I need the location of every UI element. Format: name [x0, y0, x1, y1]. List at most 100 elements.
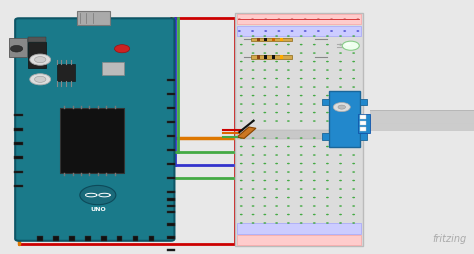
Circle shape [252, 86, 255, 88]
Circle shape [252, 188, 255, 190]
Text: fritzing: fritzing [433, 234, 467, 244]
Bar [257, 38, 260, 41]
Bar [237, 14, 361, 24]
Circle shape [240, 44, 243, 45]
Circle shape [326, 137, 329, 139]
Circle shape [352, 95, 355, 96]
Circle shape [240, 171, 243, 173]
Circle shape [326, 69, 329, 71]
Circle shape [264, 86, 266, 88]
Circle shape [35, 76, 46, 82]
Circle shape [352, 205, 355, 207]
Circle shape [264, 61, 266, 62]
Circle shape [339, 103, 342, 105]
Bar [264, 56, 267, 59]
Circle shape [304, 30, 307, 32]
Circle shape [326, 52, 329, 54]
Circle shape [313, 44, 316, 45]
Circle shape [252, 78, 255, 79]
Polygon shape [237, 127, 256, 138]
Circle shape [352, 112, 355, 113]
Circle shape [240, 137, 243, 139]
Circle shape [287, 222, 290, 224]
Circle shape [287, 52, 290, 54]
Circle shape [287, 137, 290, 139]
Circle shape [313, 78, 316, 79]
Bar [237, 130, 361, 139]
Circle shape [339, 146, 342, 147]
Circle shape [275, 112, 278, 113]
Circle shape [275, 35, 278, 37]
Circle shape [304, 19, 307, 20]
Bar [360, 99, 367, 105]
Circle shape [356, 30, 359, 32]
Circle shape [326, 120, 329, 122]
Bar [167, 249, 175, 251]
Circle shape [252, 95, 255, 96]
Bar [133, 236, 138, 241]
Circle shape [240, 35, 243, 37]
Circle shape [35, 57, 46, 63]
Circle shape [339, 44, 342, 45]
Bar [360, 115, 366, 119]
Circle shape [300, 163, 302, 164]
Circle shape [330, 19, 333, 20]
Circle shape [352, 146, 355, 147]
Circle shape [345, 43, 351, 46]
Circle shape [240, 163, 243, 164]
Circle shape [252, 171, 255, 173]
Circle shape [240, 103, 243, 105]
Circle shape [287, 112, 290, 113]
Circle shape [339, 197, 342, 198]
Bar [37, 236, 43, 241]
Circle shape [313, 163, 316, 164]
Bar [167, 149, 175, 151]
Circle shape [240, 61, 243, 62]
Circle shape [275, 137, 278, 139]
Circle shape [352, 137, 355, 139]
Circle shape [240, 205, 243, 207]
Circle shape [343, 19, 346, 20]
Circle shape [252, 146, 255, 147]
Circle shape [275, 103, 278, 105]
Circle shape [275, 154, 278, 156]
Circle shape [287, 180, 290, 181]
Circle shape [30, 54, 51, 65]
Circle shape [317, 19, 320, 20]
Circle shape [240, 112, 243, 113]
Circle shape [326, 44, 329, 45]
Circle shape [352, 35, 355, 37]
Circle shape [240, 154, 243, 156]
Circle shape [10, 45, 23, 52]
Circle shape [300, 180, 302, 181]
Bar [14, 156, 23, 159]
Bar [167, 205, 175, 207]
Bar [167, 163, 175, 165]
Circle shape [264, 120, 266, 122]
Circle shape [287, 120, 290, 122]
Circle shape [352, 171, 355, 173]
Circle shape [264, 137, 266, 139]
Circle shape [252, 214, 255, 215]
Circle shape [264, 52, 266, 54]
Bar [251, 38, 292, 41]
Circle shape [326, 214, 329, 215]
Circle shape [240, 69, 243, 71]
Circle shape [313, 188, 316, 190]
Circle shape [252, 35, 255, 37]
FancyBboxPatch shape [15, 18, 174, 241]
Circle shape [339, 120, 342, 122]
Circle shape [287, 214, 290, 215]
Circle shape [313, 95, 316, 96]
Circle shape [339, 61, 342, 62]
Circle shape [277, 30, 280, 32]
Bar [360, 127, 366, 131]
Bar [14, 114, 23, 116]
Circle shape [264, 30, 267, 32]
Bar [235, 13, 363, 246]
Circle shape [252, 103, 255, 105]
Circle shape [287, 95, 290, 96]
Circle shape [300, 214, 302, 215]
Bar [360, 121, 366, 125]
Circle shape [313, 137, 316, 139]
